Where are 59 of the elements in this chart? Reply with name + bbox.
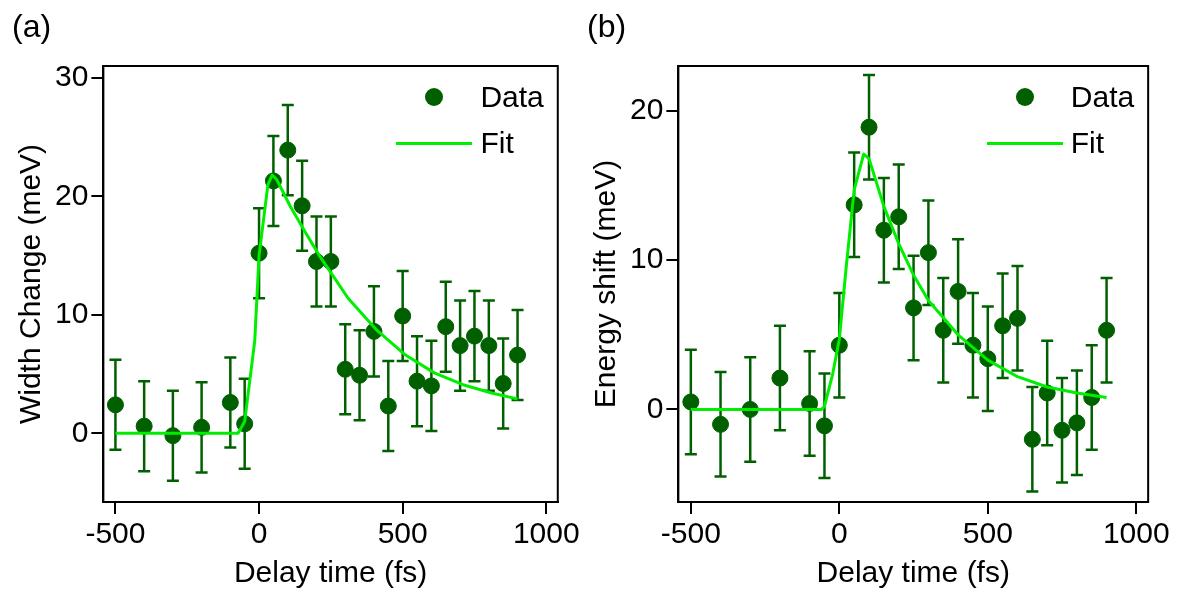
point — [279, 141, 297, 159]
x-axis-title: Delay time (fs) — [233, 555, 428, 589]
x-tick-label: 0 — [250, 516, 268, 550]
point — [1008, 309, 1026, 327]
y-tick-label: 0 — [646, 390, 664, 424]
x-tick-label: 1000 — [512, 516, 580, 550]
point — [949, 282, 967, 300]
text: (b) — [587, 7, 627, 44]
y-tick-label: 20 — [629, 92, 664, 126]
point — [509, 346, 527, 364]
point — [905, 299, 923, 317]
y-tick-label: 10 — [629, 241, 664, 275]
y-axis-title: Energy shift (meV) — [588, 159, 622, 409]
point — [875, 221, 893, 239]
y-tick-label: 10 — [54, 296, 89, 330]
point — [1098, 321, 1116, 339]
legend-label: Data — [1070, 79, 1135, 115]
x-tick-label: 500 — [377, 516, 428, 550]
x-axis-title: Delay time (fs) — [816, 555, 1010, 589]
point — [408, 372, 426, 390]
point — [437, 318, 455, 336]
point — [1053, 421, 1071, 439]
point — [934, 321, 952, 339]
y-axis-title: Width Change (meV) — [13, 143, 47, 425]
point — [293, 197, 311, 215]
point — [480, 337, 498, 355]
point — [890, 208, 908, 226]
point — [771, 369, 789, 387]
y-tick-label: 30 — [54, 59, 89, 93]
x-tick-label: -500 — [85, 516, 146, 550]
legend-label: Fit — [480, 125, 514, 161]
point — [494, 375, 512, 393]
legend-label: Data — [480, 79, 544, 115]
point — [682, 393, 700, 411]
point — [351, 366, 369, 384]
y-tick-label: 0 — [71, 414, 89, 448]
x-tick-label: -500 — [660, 516, 721, 550]
point — [135, 417, 153, 435]
x-tick-label: 0 — [830, 516, 848, 550]
point — [815, 417, 833, 435]
point — [336, 360, 354, 378]
point — [465, 327, 483, 345]
point — [379, 397, 397, 415]
text: (a) — [12, 7, 52, 44]
point — [394, 307, 412, 325]
point — [1023, 430, 1041, 448]
point — [712, 415, 730, 433]
point — [451, 337, 469, 355]
point — [860, 118, 878, 136]
legend-label: Fit — [1070, 125, 1105, 161]
point — [919, 244, 937, 262]
point — [994, 317, 1012, 335]
x-tick-label: 500 — [962, 516, 1013, 550]
point — [106, 396, 124, 414]
point — [221, 393, 239, 411]
point — [422, 377, 440, 395]
point — [1068, 414, 1086, 432]
y-tick-label: 20 — [54, 177, 89, 211]
x-tick-label: 1000 — [1102, 516, 1170, 550]
